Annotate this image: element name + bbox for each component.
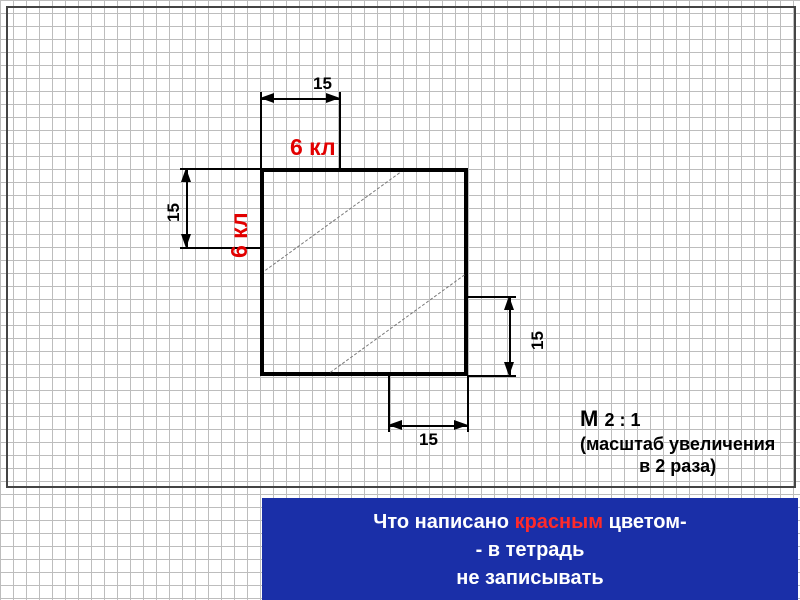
banner-l1-red: красным <box>515 511 609 533</box>
stage: 15 6 кл 15 6 кл 15 15 М 2 : 1 (масштаб у… <box>0 0 800 600</box>
scale-line2: (масштаб увеличения <box>580 434 775 454</box>
dim-bot-arrow-l <box>388 420 402 430</box>
scale-prefix: М <box>580 406 604 431</box>
scale-note: М 2 : 1 (масштаб увеличения в 2 раза) <box>580 405 775 478</box>
dim-left-cells: 6 кл <box>226 212 253 258</box>
dim-left-arrow-u <box>181 168 191 182</box>
dim-right-arrow-d <box>504 362 514 376</box>
ext-left-a <box>180 168 260 170</box>
dim-bot-value: 15 <box>419 430 438 450</box>
dim-left-value: 15 <box>164 203 184 222</box>
ext-top-a <box>260 92 262 168</box>
dim-left-arrow-d <box>181 234 191 248</box>
banner-line3: не записывать <box>262 564 798 592</box>
banner-l1-pre: Что написано <box>373 511 514 533</box>
dim-top-arrow-r <box>326 93 340 103</box>
scale-line3: в 2 раза) <box>580 455 775 478</box>
dim-top-cells: 6 кл <box>290 134 336 161</box>
banner-line2: - в тетрадь <box>262 536 798 564</box>
dim-top-value: 15 <box>313 74 332 94</box>
scale-ratio: 2 : 1 <box>604 410 640 430</box>
instruction-banner: Что написано красным цветом- - в тетрадь… <box>262 498 798 600</box>
dim-right-value: 15 <box>528 331 548 350</box>
dim-right-arrow-u <box>504 296 514 310</box>
dim-top-arrow-l <box>260 93 274 103</box>
banner-line1: Что написано красным цветом- <box>262 508 798 536</box>
dim-bot-arrow-r <box>454 420 468 430</box>
banner-l1-post: цветом- <box>609 511 687 533</box>
ext-top-b <box>339 92 341 168</box>
